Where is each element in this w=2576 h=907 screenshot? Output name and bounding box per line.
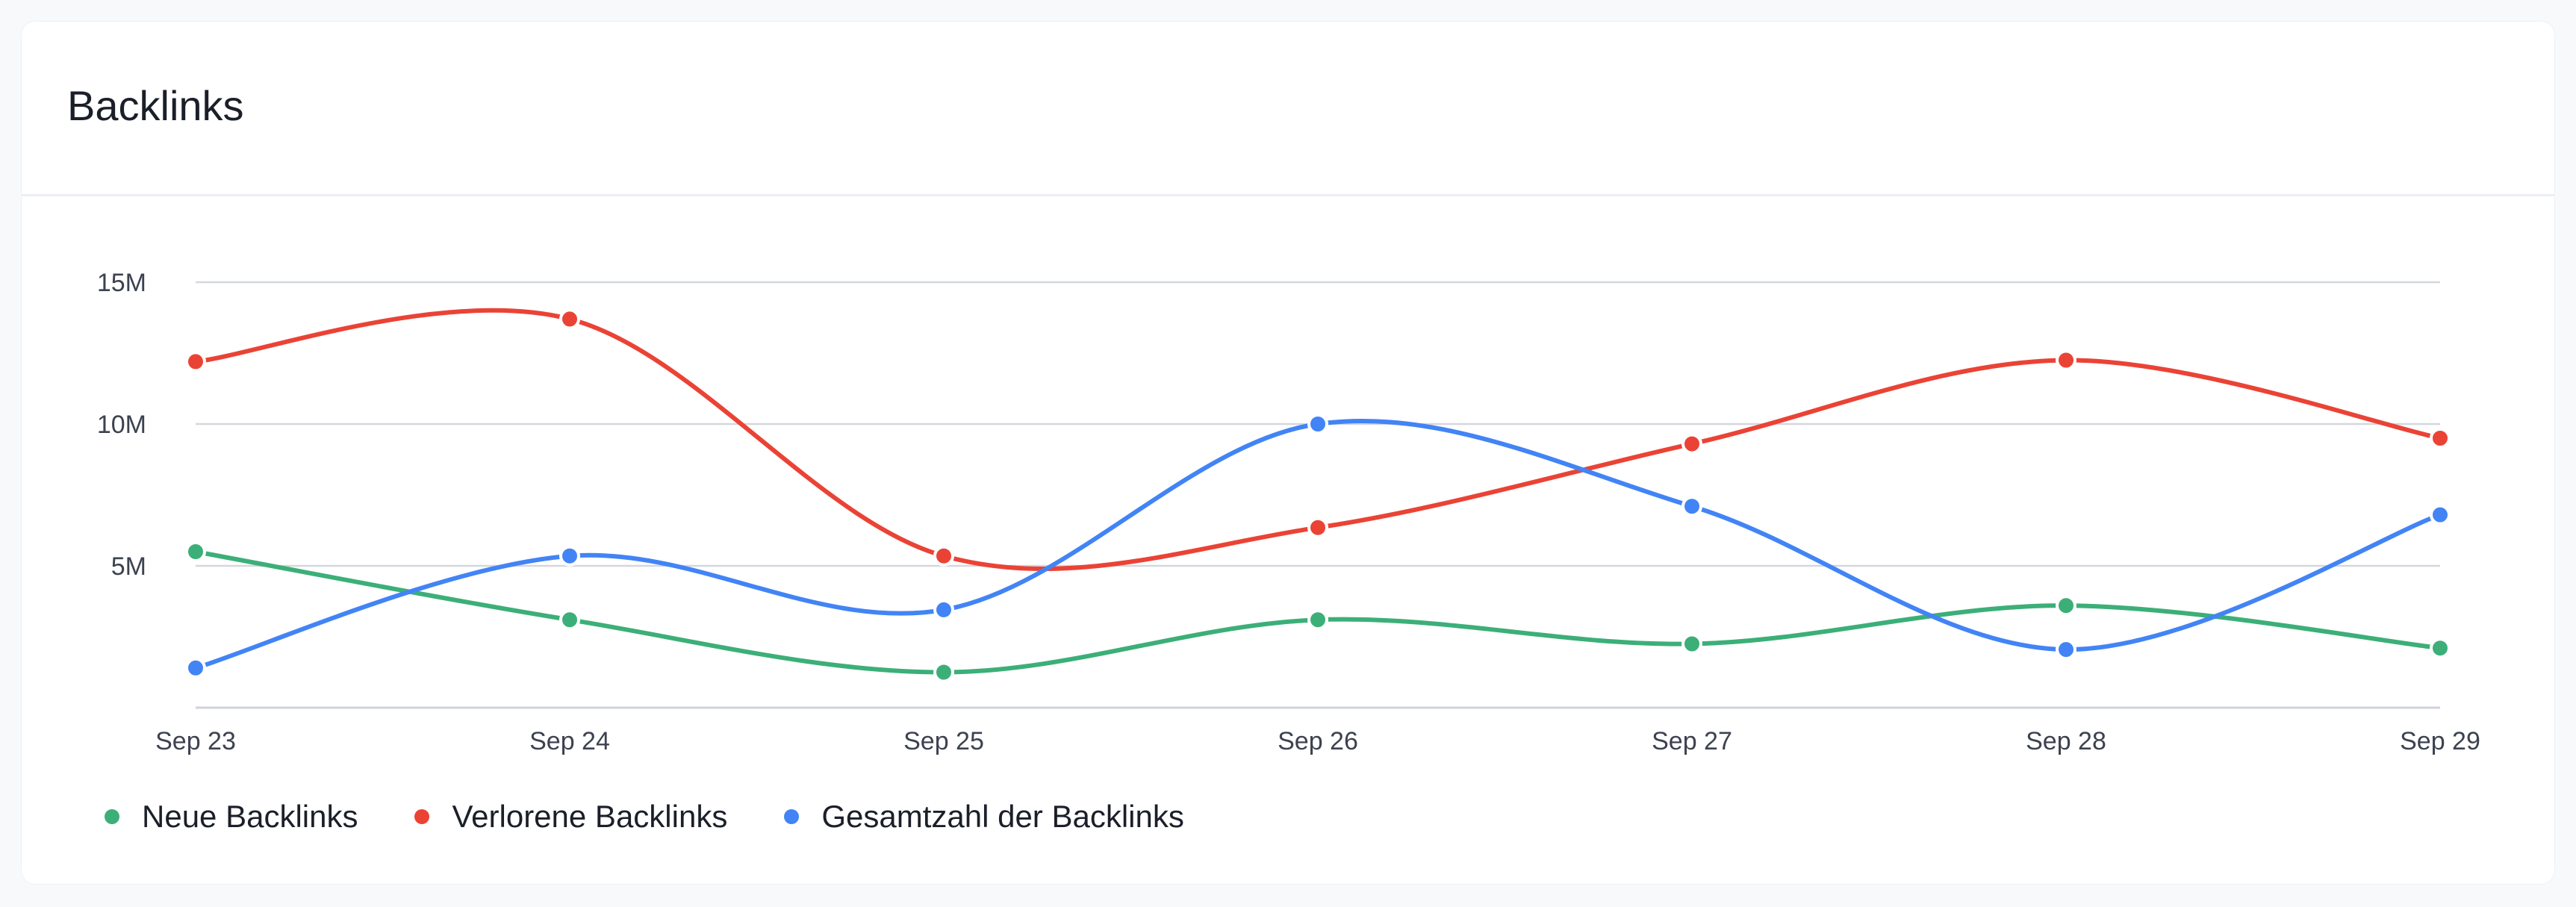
data-point[interactable] (1681, 496, 1702, 517)
legend-dot-icon (105, 809, 119, 824)
data-point[interactable] (1307, 609, 1328, 631)
data-point[interactable] (2056, 595, 2076, 617)
data-point[interactable] (559, 308, 580, 330)
data-point[interactable] (1307, 517, 1328, 538)
legend-label: Gesamtzahl der Backlinks (821, 799, 1184, 834)
data-point[interactable] (1681, 633, 1702, 655)
data-point[interactable] (559, 545, 580, 567)
card-title: Backlinks (67, 82, 244, 129)
x-tick-label: Sep 25 (903, 727, 984, 755)
data-point[interactable] (1681, 433, 1702, 455)
x-tick-label: Sep 24 (529, 727, 610, 755)
x-tick-label: Sep 23 (155, 727, 236, 755)
x-tick-label: Sep 28 (2026, 727, 2106, 755)
data-point[interactable] (1307, 414, 1328, 434)
y-tick-label: 5M (111, 552, 146, 581)
backlinks-card: Backlinks (22, 22, 2554, 884)
y-tick-label: 10M (97, 411, 146, 439)
data-point[interactable] (559, 609, 580, 631)
series-line-3 (193, 419, 2442, 670)
x-tick-label: Sep 26 (1278, 727, 1358, 755)
legend-label: Verlorene Backlinks (452, 799, 728, 834)
data-point[interactable] (2056, 349, 2076, 371)
card-header: Backlinks (22, 22, 2554, 196)
data-point[interactable] (185, 351, 206, 373)
legend-label: Neue Backlinks (142, 799, 358, 834)
data-point[interactable] (2056, 639, 2076, 661)
data-point[interactable] (2430, 504, 2451, 526)
legend-item[interactable]: Neue Backlinks (105, 799, 358, 835)
data-point[interactable] (933, 661, 954, 683)
x-tick-label: Sep 27 (1652, 727, 1732, 755)
data-point[interactable] (2430, 428, 2451, 449)
data-point[interactable] (185, 541, 206, 562)
legend-item[interactable]: Verlorene Backlinks (414, 799, 727, 835)
legend-item[interactable]: Gesamtzahl der Backlinks (784, 799, 1184, 835)
data-point[interactable] (2430, 638, 2451, 659)
data-point[interactable] (933, 599, 954, 620)
legend-dot-icon (414, 809, 430, 824)
y-tick-label: 15M (97, 269, 146, 297)
data-point[interactable] (933, 545, 954, 567)
chart-legend: Neue Backlinks Verlorene Backlinks Gesamtz… (105, 799, 1241, 835)
data-point[interactable] (185, 657, 206, 679)
legend-dot-icon (784, 809, 800, 824)
x-tick-label: Sep 29 (2400, 727, 2480, 755)
